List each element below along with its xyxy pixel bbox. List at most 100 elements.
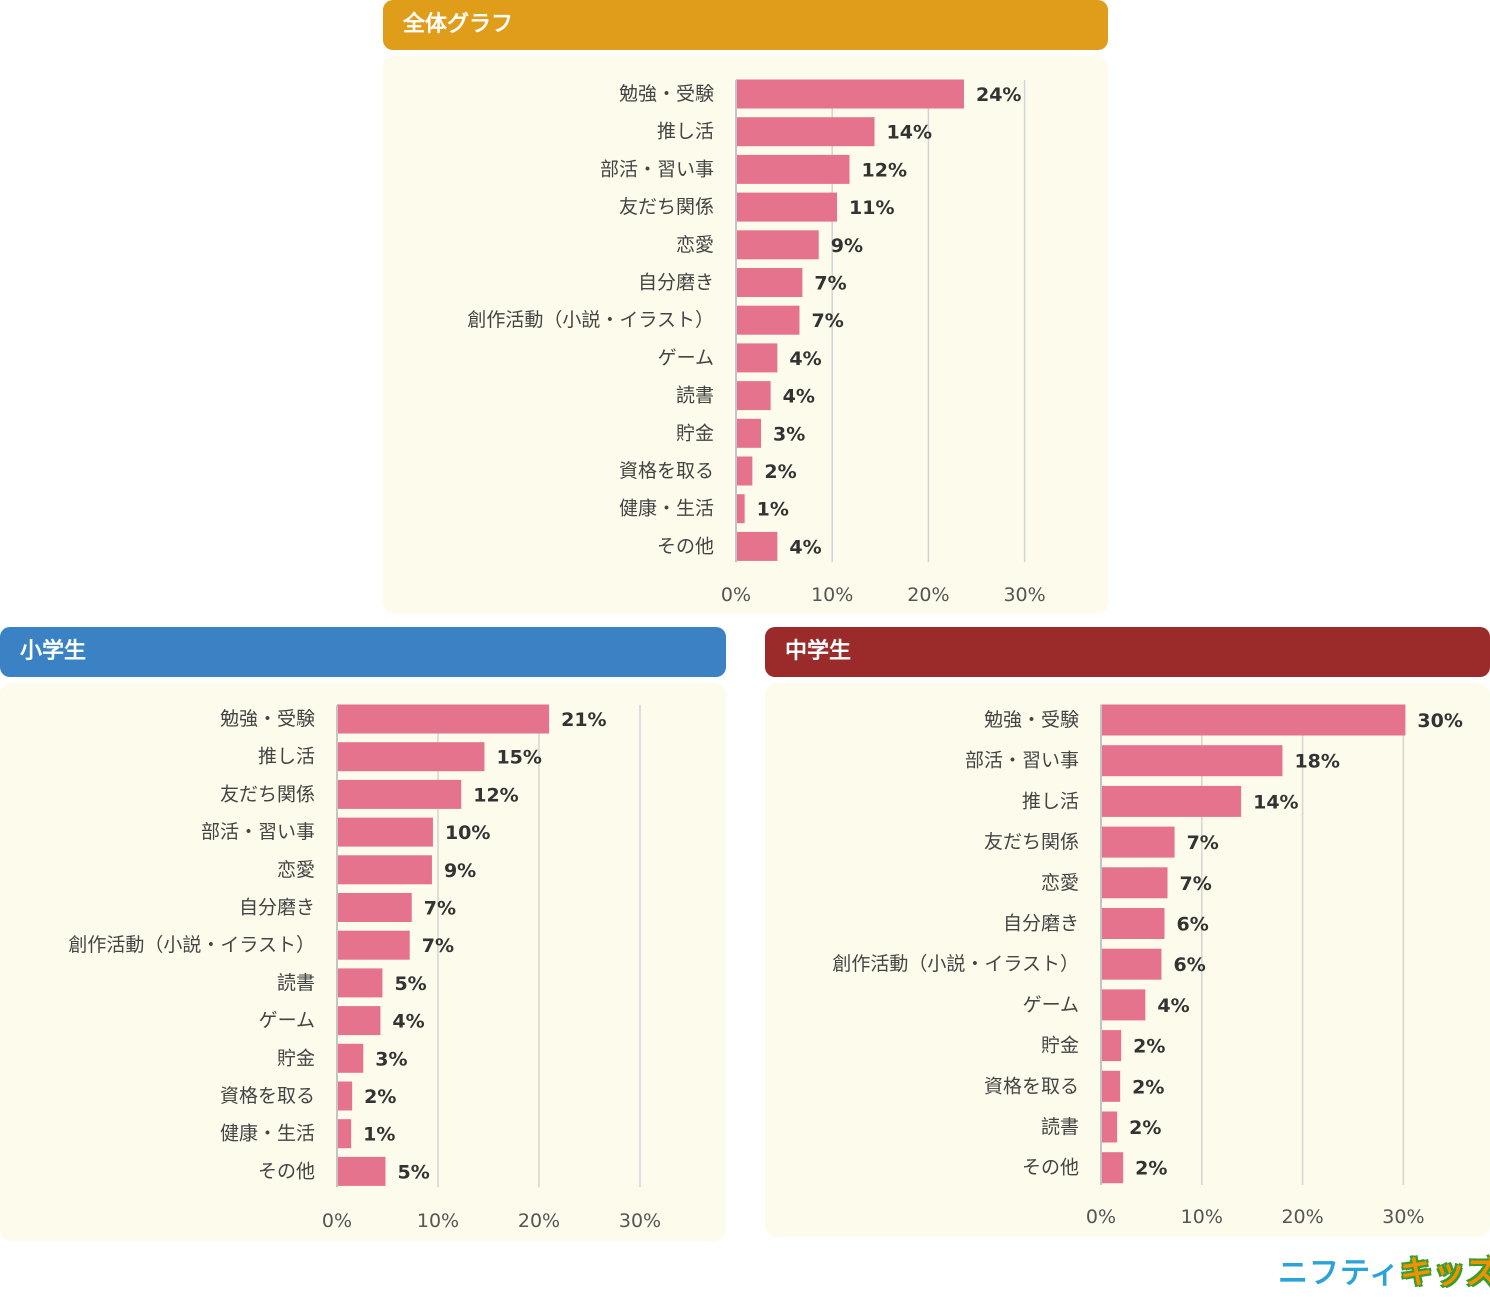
value-label: 15%	[496, 747, 541, 769]
category-label: 恋愛	[676, 234, 714, 256]
bar-overall-10	[736, 456, 753, 486]
panel-overall: 全体グラフ 勉強・受験 24% 推し活 14% 部活・習い事 12% 友だち関係 11% 恋愛 9…	[383, 0, 1108, 614]
category-label: 健康・生活	[619, 498, 714, 520]
value-label: 2%	[1132, 1076, 1164, 1098]
value-label: 6%	[1177, 914, 1209, 936]
value-label: 7%	[1180, 873, 1212, 895]
value-label: 2%	[1129, 1117, 1161, 1139]
category-label: 読書	[1041, 1116, 1079, 1138]
chart-area-overall	[383, 56, 1108, 614]
category-label: 資格を取る	[220, 1085, 315, 1107]
value-label: 10%	[445, 822, 490, 844]
x-tick-label: 30%	[1003, 584, 1045, 606]
x-tick-label: 10%	[1181, 1206, 1223, 1228]
value-label: 9%	[831, 235, 863, 257]
panel-title-overall: 全体グラフ	[383, 0, 1108, 50]
nifty-kids-logo: ニフティキッズ	[1278, 1250, 1490, 1294]
value-label: 4%	[789, 348, 821, 370]
category-label: 資格を取る	[619, 460, 714, 482]
bar-overall-4	[736, 230, 819, 260]
bar-overall-1	[736, 117, 875, 147]
value-label: 7%	[814, 273, 846, 295]
bar-junior-8	[1101, 1030, 1122, 1062]
x-tick-label: 0%	[322, 1210, 352, 1232]
category-label: ゲーム	[259, 1010, 315, 1032]
logo-text-nifty: ニフティ	[1278, 1256, 1401, 1291]
category-label: 自分磨き	[638, 272, 714, 294]
category-label: 貯金	[277, 1047, 315, 1069]
bar-overall-2	[736, 154, 850, 184]
category-label: 読書	[676, 385, 714, 407]
bar-junior-7	[1101, 989, 1146, 1021]
bar-overall-0	[736, 79, 964, 109]
bar-elementary-8	[337, 1006, 381, 1036]
bar-overall-3	[736, 192, 838, 222]
value-label: 2%	[764, 461, 796, 483]
value-label: 5%	[397, 1161, 429, 1183]
bar-junior-4	[1101, 867, 1168, 899]
category-label: 創作活動（小説・イラスト）	[832, 953, 1079, 975]
panel-title-elementary: 小学生	[0, 627, 726, 677]
bar-overall-8	[736, 381, 771, 411]
value-label: 2%	[1133, 1036, 1165, 1058]
value-label: 14%	[1253, 791, 1298, 813]
value-label: 6%	[1173, 954, 1205, 976]
value-label: 12%	[473, 784, 518, 806]
category-label: その他	[657, 535, 714, 557]
value-label: 7%	[424, 898, 456, 920]
bar-junior-1	[1101, 745, 1283, 777]
category-label: 恋愛	[1041, 872, 1079, 894]
bar-elementary-4	[337, 855, 432, 885]
x-tick-label: 10%	[811, 584, 853, 606]
category-label: 貯金	[676, 422, 714, 444]
bar-elementary-12	[337, 1156, 386, 1186]
bar-elementary-6	[337, 930, 410, 960]
panel-junior: 中学生 勉強・受験 30% 部活・習い事 18% 推し活 14% 友だち関係 7% 恋愛 7% 自分…	[765, 627, 1490, 1237]
x-tick-label: 30%	[619, 1210, 661, 1232]
category-label: 友だち関係	[619, 196, 714, 218]
category-label: 自分磨き	[239, 897, 315, 919]
category-label: 推し活	[1022, 790, 1079, 812]
value-label: 7%	[811, 310, 843, 332]
value-label: 4%	[789, 536, 821, 558]
value-label: 18%	[1294, 751, 1339, 773]
bar-junior-10	[1101, 1111, 1118, 1143]
value-label: 2%	[364, 1086, 396, 1108]
x-tick-label: 10%	[417, 1210, 459, 1232]
bar-junior-2	[1101, 785, 1242, 817]
category-label: 勉強・受験	[220, 708, 315, 730]
value-label: 12%	[862, 159, 907, 181]
value-label: 5%	[394, 973, 426, 995]
bar-junior-3	[1101, 826, 1175, 858]
value-label: 7%	[422, 935, 454, 957]
bar-junior-0	[1101, 704, 1406, 736]
value-label: 2%	[1135, 1158, 1167, 1180]
value-label: 30%	[1417, 710, 1462, 732]
chart-area-elementary	[0, 683, 726, 1241]
bar-elementary-10	[337, 1081, 353, 1111]
bar-overall-7	[736, 343, 778, 373]
category-label: 部活・習い事	[965, 750, 1079, 772]
bar-overall-11	[736, 494, 745, 524]
category-label: 友だち関係	[984, 831, 1079, 853]
x-tick-label: 20%	[907, 584, 949, 606]
value-label: 11%	[849, 197, 894, 219]
bar-junior-9	[1101, 1070, 1121, 1102]
category-label: 恋愛	[277, 859, 315, 881]
value-label: 24%	[976, 84, 1021, 106]
x-tick-label: 30%	[1382, 1206, 1424, 1228]
category-label: 推し活	[258, 746, 315, 768]
value-label: 7%	[1187, 832, 1219, 854]
bar-elementary-3	[337, 817, 433, 847]
x-tick-label: 0%	[1086, 1206, 1116, 1228]
bar-elementary-5	[337, 893, 412, 922]
value-label: 1%	[363, 1124, 395, 1146]
category-label: 創作活動（小説・イラスト）	[467, 309, 714, 331]
value-label: 4%	[783, 386, 815, 408]
category-label: ゲーム	[658, 347, 714, 369]
category-label: 勉強・受験	[619, 83, 714, 105]
bar-chart-junior: 勉強・受験 30% 部活・習い事 18% 推し活 14% 友だち関係 7% 恋愛 7% 自分磨き 6%…	[832, 704, 1463, 1228]
value-label: 1%	[757, 499, 789, 521]
logo-text-kids: キッズ	[1400, 1253, 1490, 1291]
category-label: 健康・生活	[220, 1123, 315, 1145]
